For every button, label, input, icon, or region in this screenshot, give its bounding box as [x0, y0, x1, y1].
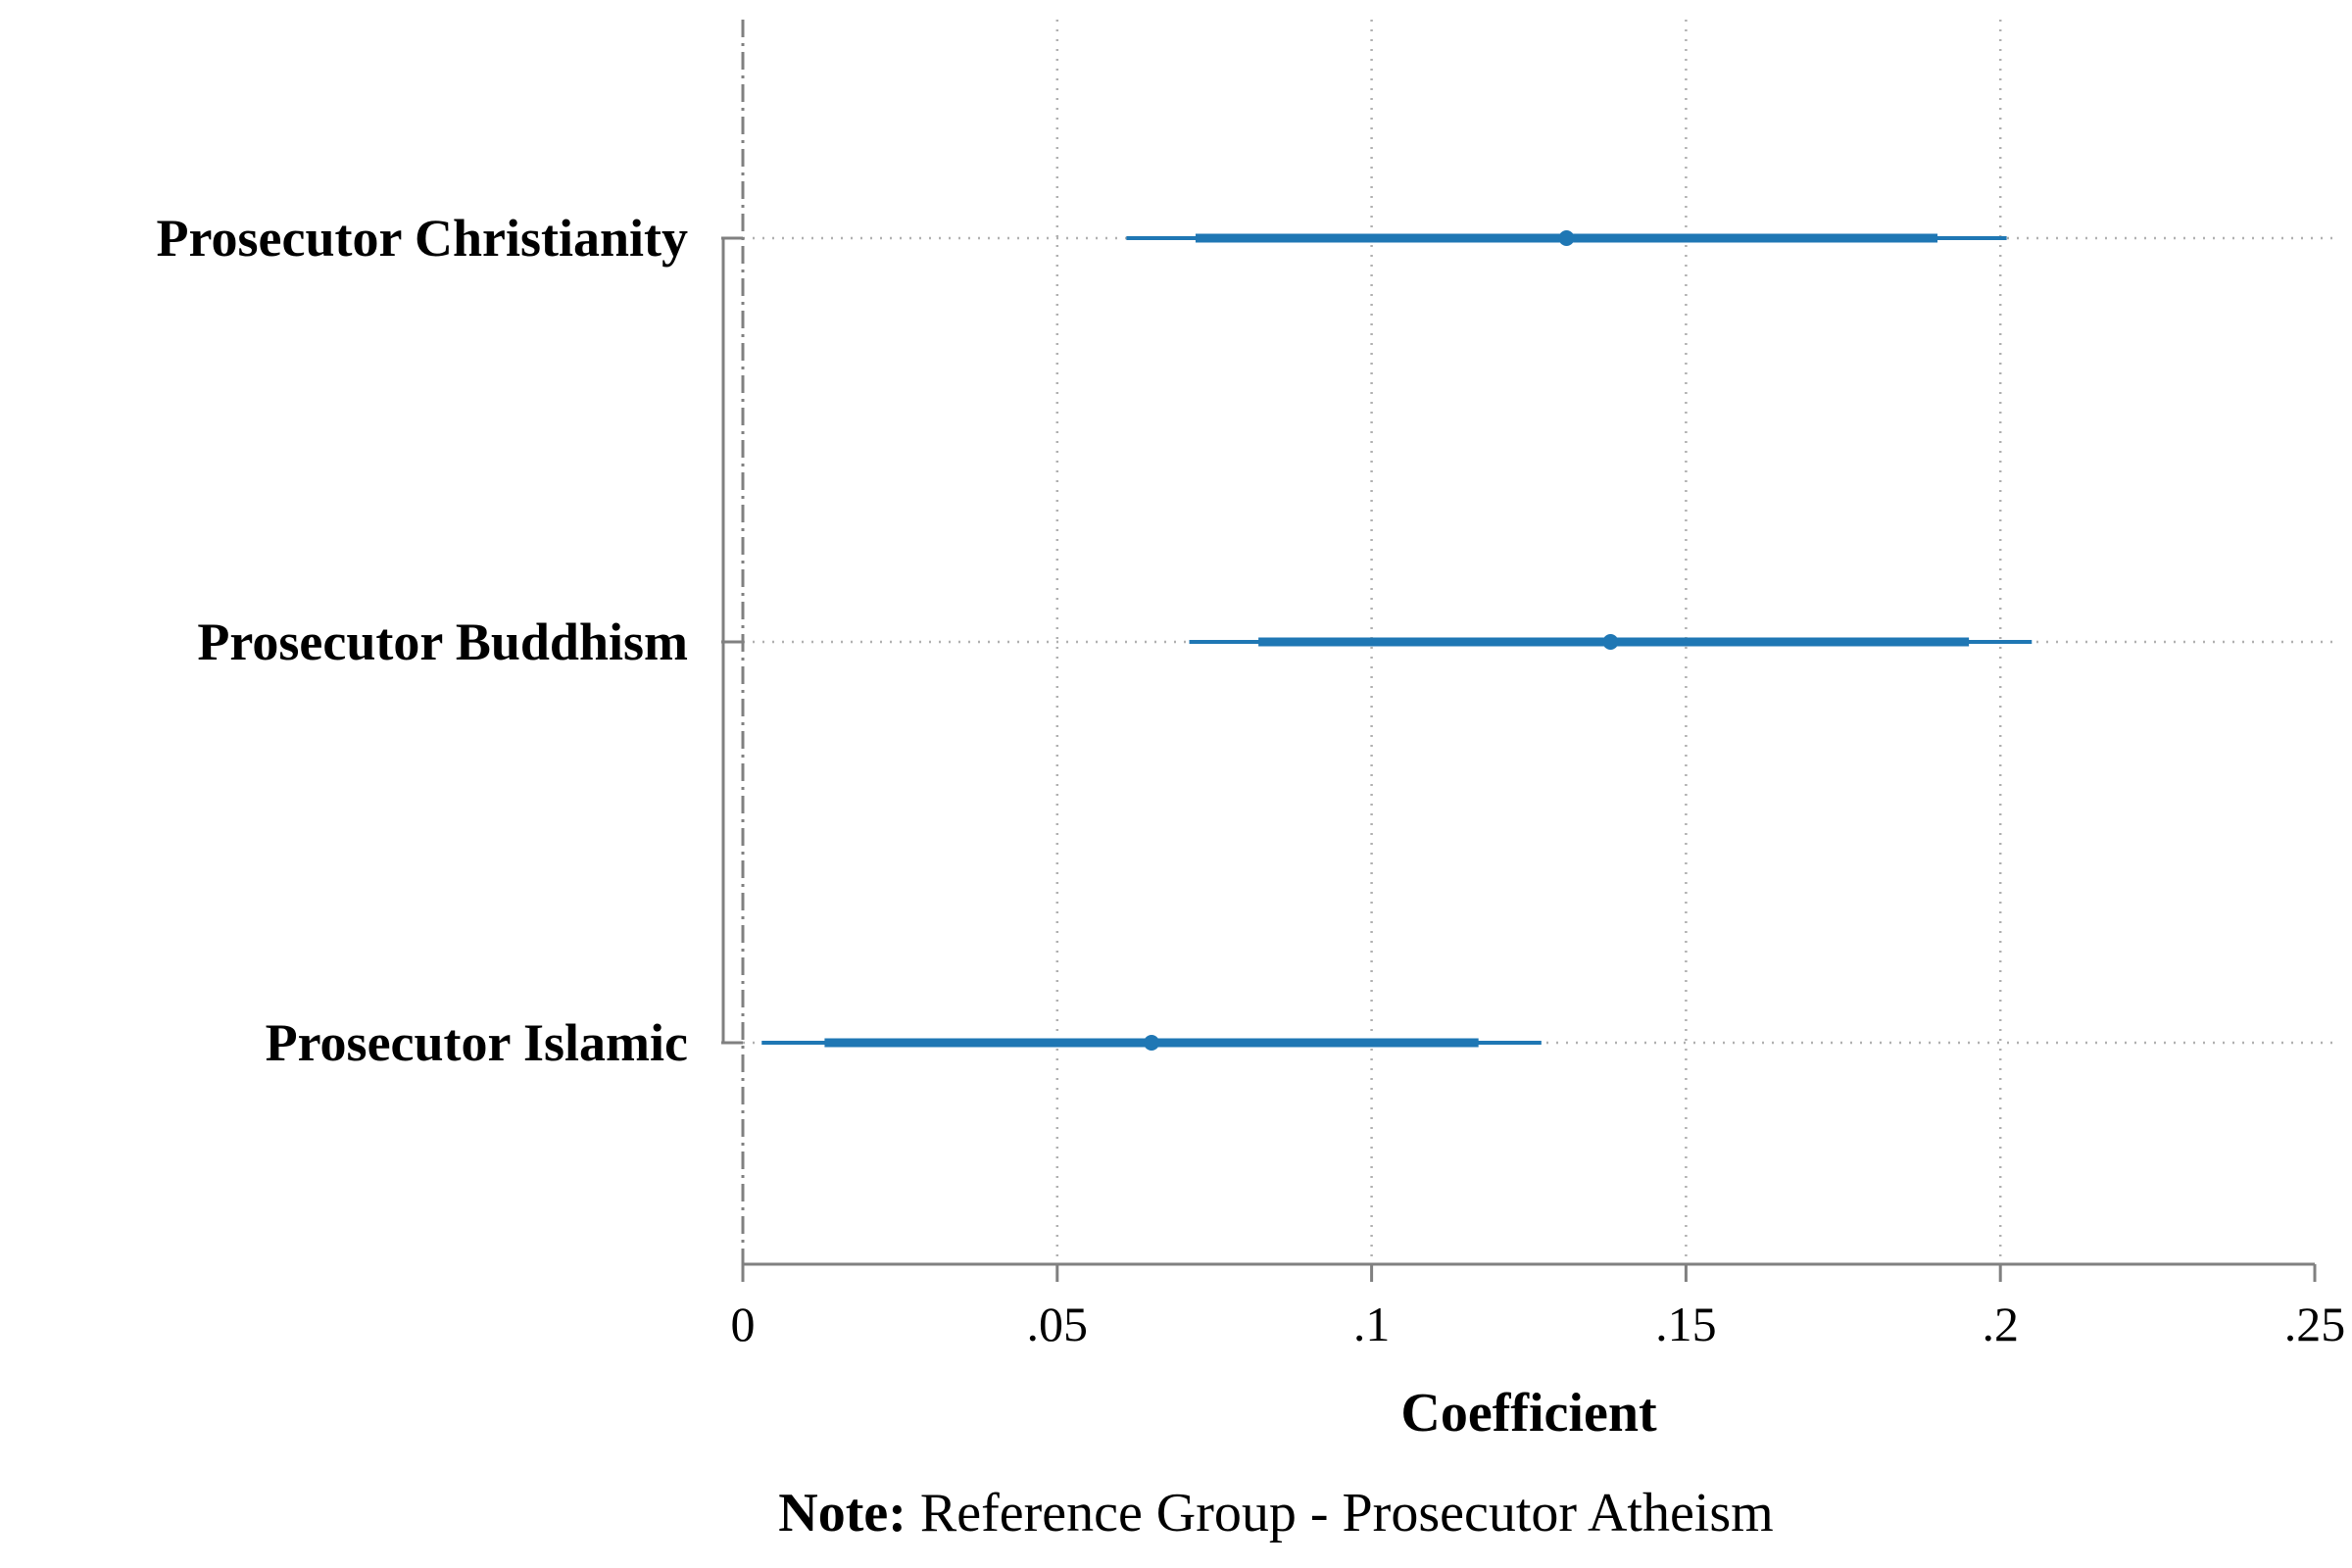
point-estimate [1558, 230, 1575, 246]
x-tick-label: .2 [1982, 1297, 2019, 1351]
y-category-label: Prosecutor Buddhism [197, 612, 688, 671]
point-estimate [1602, 634, 1619, 650]
y-category-label: Prosecutor Islamic [266, 1013, 688, 1072]
point-estimate [1144, 1035, 1160, 1051]
note-label: Note: [778, 1483, 906, 1544]
x-tick-label: .15 [1655, 1297, 1717, 1351]
x-tick-label: .05 [1027, 1297, 1089, 1351]
note-text: Reference Group - Prosecutor Atheism [906, 1483, 1774, 1544]
x-axis-title: Coefficient [1400, 1383, 1657, 1444]
x-tick-label: .25 [2284, 1297, 2346, 1351]
chart-note: Note: Reference Group - Prosecutor Athei… [778, 1483, 1773, 1544]
y-category-label: Prosecutor Christianity [157, 209, 688, 268]
x-tick-label: 0 [731, 1297, 756, 1351]
confidence-intervals [761, 230, 2033, 1051]
x-tick-label: .1 [1353, 1297, 1391, 1351]
x-axis-ticks: 0 .05 .1 .15 .2 .25 [731, 1264, 2346, 1351]
y-axis-ticks: Prosecutor Christianity Prosecutor Buddhi… [157, 209, 743, 1072]
